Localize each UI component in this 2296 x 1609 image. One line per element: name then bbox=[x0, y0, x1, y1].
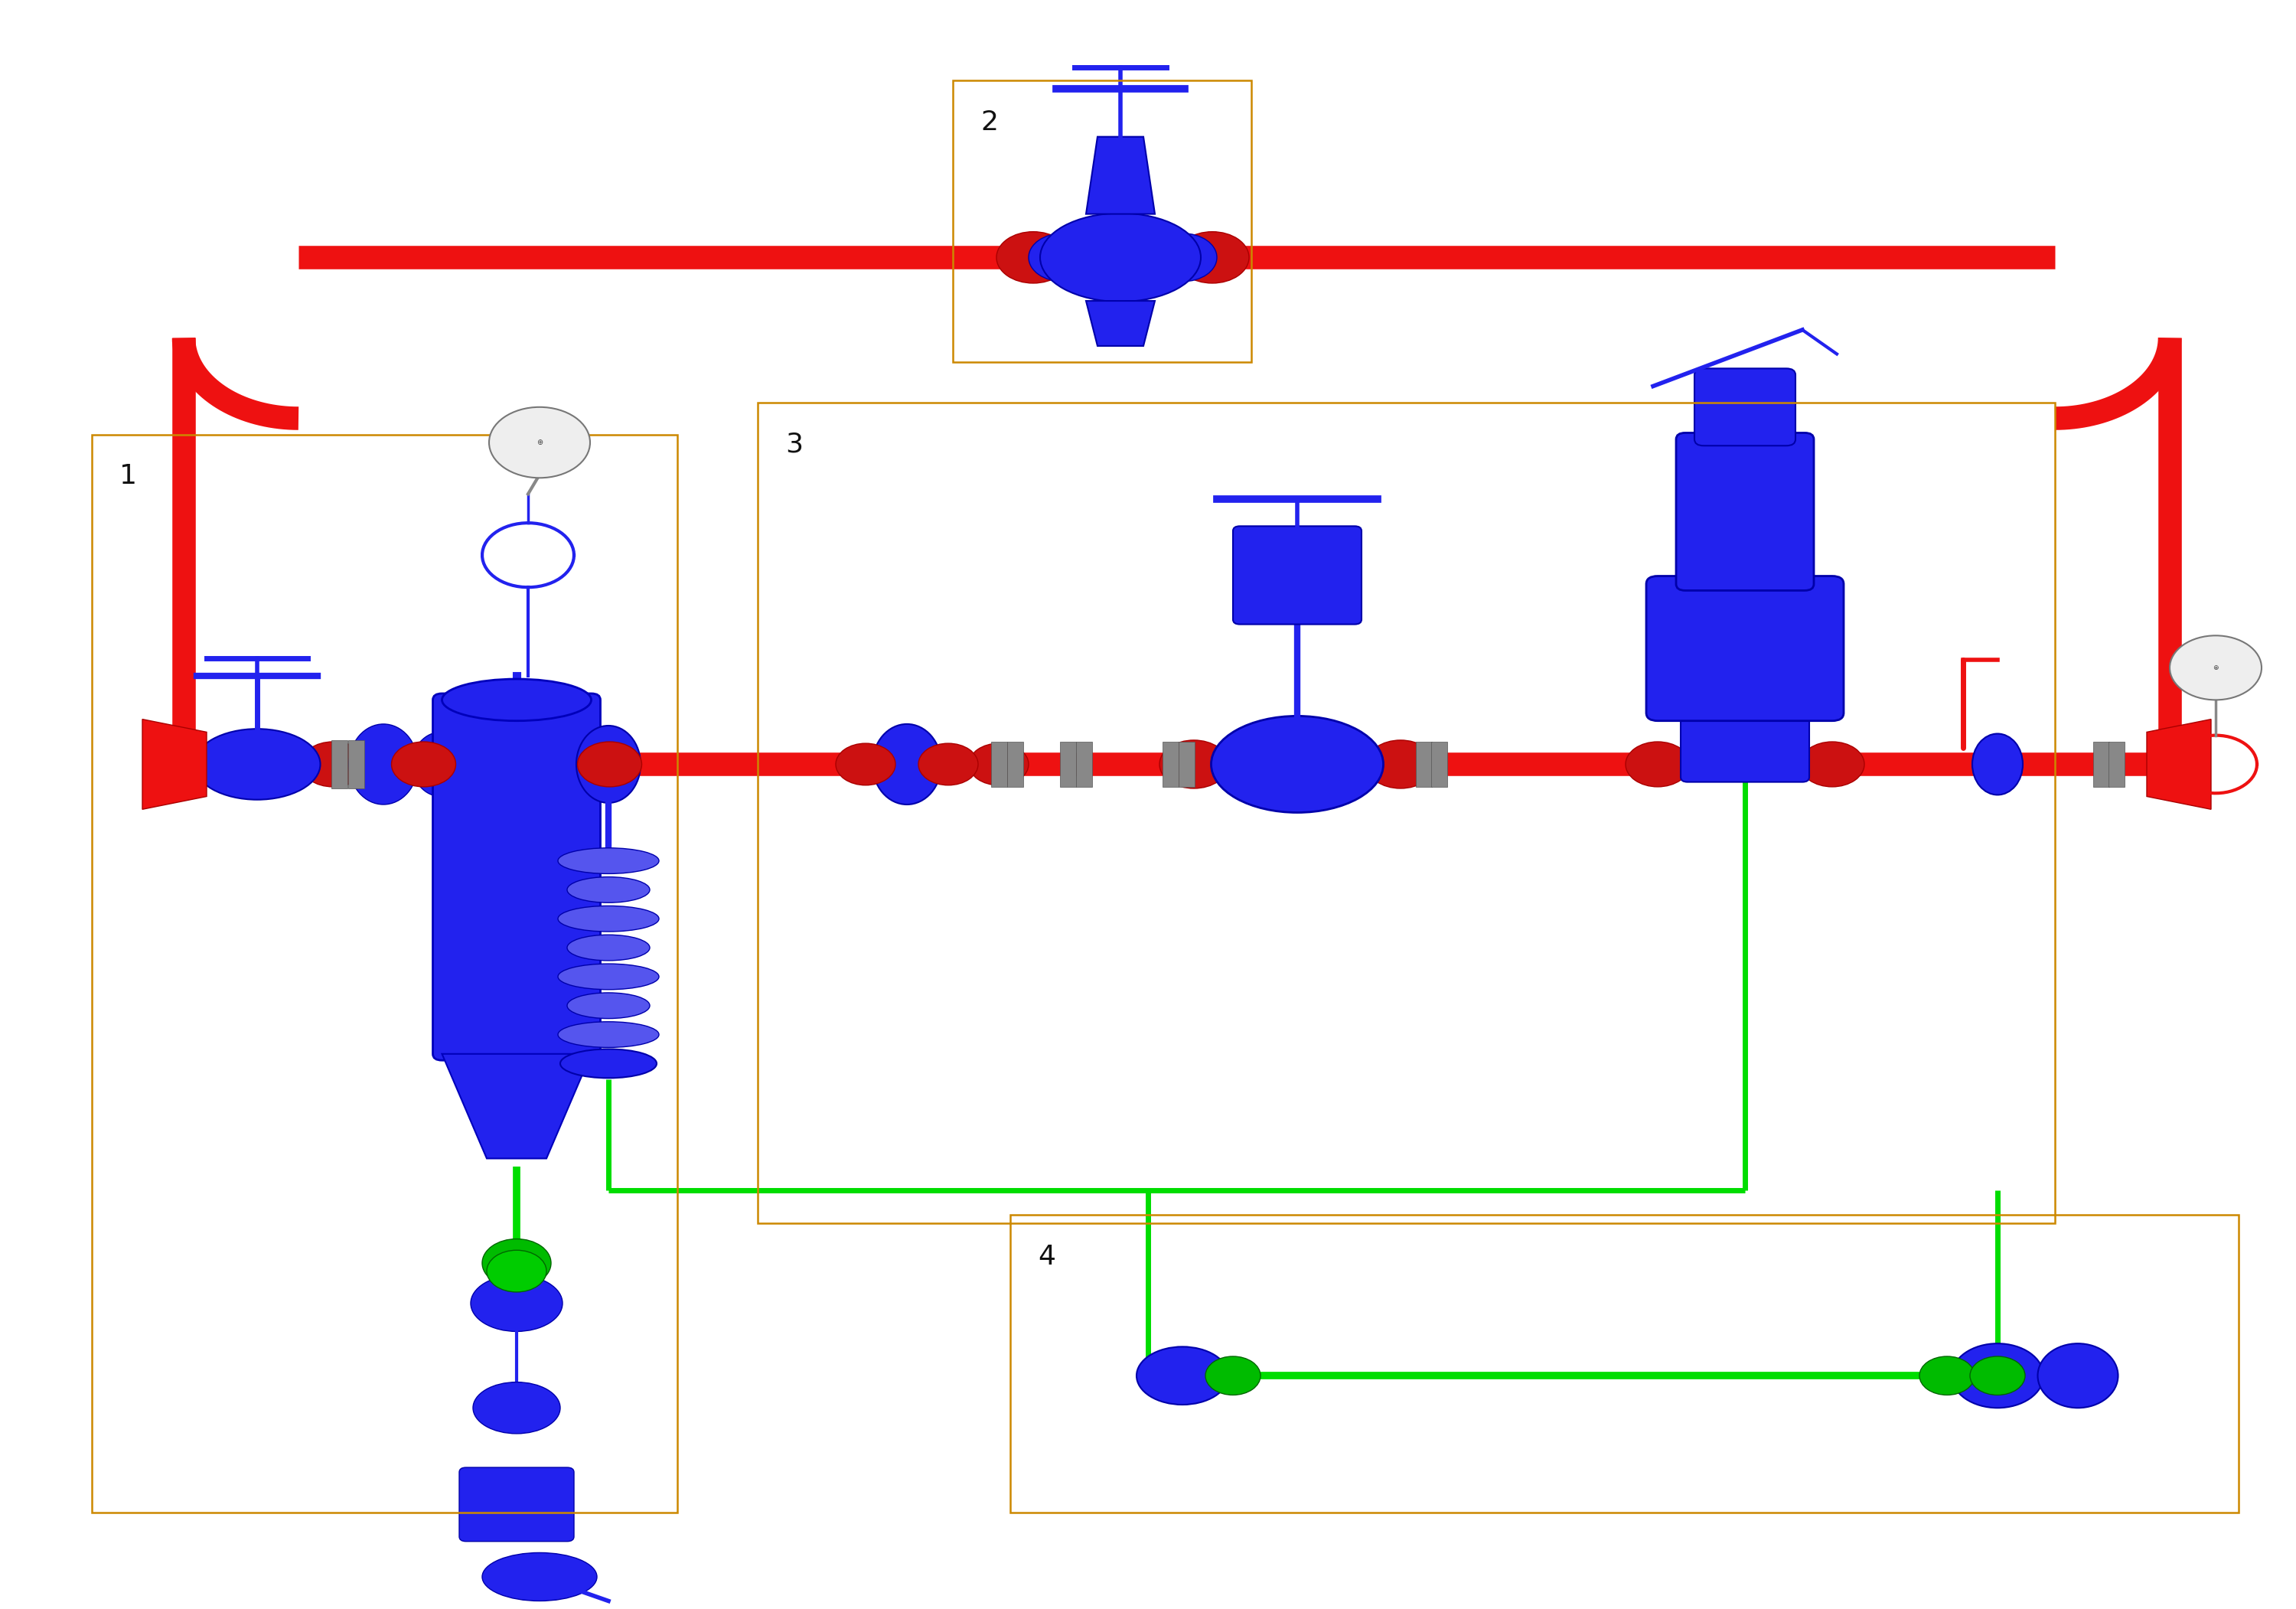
Bar bbox=[1433, 742, 1446, 787]
Circle shape bbox=[836, 743, 895, 785]
Bar bbox=[992, 742, 1006, 787]
Ellipse shape bbox=[1137, 1347, 1228, 1405]
Ellipse shape bbox=[560, 1049, 657, 1078]
Bar bbox=[455, 740, 473, 788]
Ellipse shape bbox=[1040, 214, 1201, 302]
Bar bbox=[1178, 742, 1194, 787]
Ellipse shape bbox=[567, 877, 650, 903]
Bar bbox=[1006, 742, 1024, 787]
FancyBboxPatch shape bbox=[1646, 576, 1844, 721]
Bar bbox=[2094, 742, 2108, 787]
Ellipse shape bbox=[471, 1274, 563, 1332]
Circle shape bbox=[149, 742, 214, 787]
Polygon shape bbox=[1086, 301, 1155, 346]
Circle shape bbox=[487, 1250, 546, 1292]
Ellipse shape bbox=[567, 993, 650, 1018]
Circle shape bbox=[418, 743, 478, 785]
Ellipse shape bbox=[482, 1553, 597, 1601]
Ellipse shape bbox=[558, 964, 659, 990]
Bar bbox=[758, 402, 2055, 1223]
Ellipse shape bbox=[567, 935, 650, 961]
Bar bbox=[441, 740, 455, 788]
FancyBboxPatch shape bbox=[1233, 526, 1362, 624]
Circle shape bbox=[2170, 636, 2262, 700]
Circle shape bbox=[1176, 232, 1249, 283]
Circle shape bbox=[969, 743, 1029, 785]
Ellipse shape bbox=[2039, 1344, 2117, 1408]
Circle shape bbox=[482, 1239, 551, 1287]
Circle shape bbox=[1970, 1356, 2025, 1395]
Text: 2: 2 bbox=[980, 109, 999, 135]
FancyBboxPatch shape bbox=[1676, 433, 1814, 591]
Ellipse shape bbox=[558, 1022, 659, 1047]
FancyBboxPatch shape bbox=[432, 693, 602, 1060]
Bar bbox=[1010, 1215, 2239, 1512]
Circle shape bbox=[310, 743, 370, 785]
Ellipse shape bbox=[558, 848, 659, 874]
Polygon shape bbox=[1086, 137, 1155, 214]
Text: 1: 1 bbox=[119, 463, 138, 489]
Circle shape bbox=[579, 742, 641, 787]
Ellipse shape bbox=[349, 724, 418, 804]
Circle shape bbox=[918, 743, 978, 785]
Circle shape bbox=[390, 742, 455, 787]
Bar bbox=[2108, 742, 2124, 787]
Ellipse shape bbox=[1972, 734, 2023, 795]
Circle shape bbox=[489, 407, 590, 478]
FancyBboxPatch shape bbox=[459, 1467, 574, 1541]
Circle shape bbox=[1919, 1356, 1975, 1395]
Bar bbox=[1162, 742, 1180, 787]
Polygon shape bbox=[142, 719, 207, 809]
Circle shape bbox=[996, 232, 1070, 283]
Ellipse shape bbox=[558, 906, 659, 932]
Bar bbox=[349, 740, 363, 788]
Ellipse shape bbox=[1210, 716, 1382, 813]
Text: 4: 4 bbox=[1038, 1244, 1056, 1270]
Circle shape bbox=[1366, 740, 1435, 788]
Polygon shape bbox=[441, 1054, 592, 1158]
Bar bbox=[331, 740, 347, 788]
FancyBboxPatch shape bbox=[1694, 368, 1795, 446]
Circle shape bbox=[301, 742, 365, 787]
Text: ⊕: ⊕ bbox=[2213, 665, 2218, 671]
Ellipse shape bbox=[441, 679, 592, 721]
Ellipse shape bbox=[473, 1382, 560, 1434]
Ellipse shape bbox=[872, 724, 941, 804]
Ellipse shape bbox=[413, 732, 468, 796]
Bar bbox=[1075, 742, 1093, 787]
Ellipse shape bbox=[1952, 1344, 2043, 1408]
Text: 3: 3 bbox=[785, 431, 804, 457]
Circle shape bbox=[1159, 740, 1228, 788]
Ellipse shape bbox=[576, 726, 641, 803]
Bar bbox=[953, 80, 1251, 362]
Circle shape bbox=[1148, 233, 1217, 282]
Text: ⊕: ⊕ bbox=[537, 439, 542, 446]
Circle shape bbox=[1205, 1356, 1261, 1395]
Bar bbox=[1058, 742, 1075, 787]
Polygon shape bbox=[2147, 719, 2211, 809]
Bar bbox=[1414, 742, 1433, 787]
FancyBboxPatch shape bbox=[1681, 708, 1809, 782]
Circle shape bbox=[1800, 742, 1864, 787]
Ellipse shape bbox=[193, 729, 319, 800]
Bar bbox=[92, 434, 677, 1512]
Circle shape bbox=[1029, 233, 1097, 282]
Circle shape bbox=[1626, 742, 1690, 787]
